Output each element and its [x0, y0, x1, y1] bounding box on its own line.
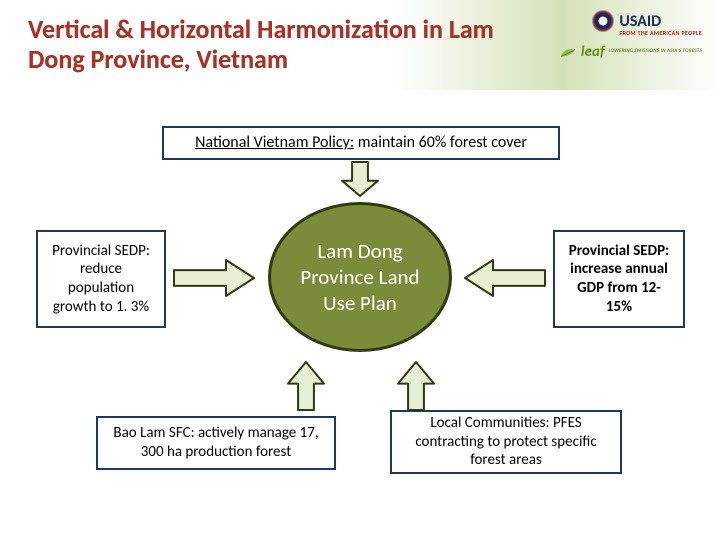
- arrow-top-to-center: [342, 162, 378, 196]
- arrow-bottomRight-to-center: [398, 362, 434, 410]
- node-sedp-population-text: Provincial SEDP: reduce population growt…: [48, 242, 154, 317]
- node-sedp-population: Provincial SEDP: reduce population growt…: [36, 230, 166, 328]
- leaf-text: leaf: [581, 43, 605, 61]
- node-national-policy: National Vietnam Policy: maintain 60% fo…: [162, 126, 560, 160]
- node-sedp-gdp-text: Provincial SEDP: increase annual GDP fro…: [565, 242, 673, 317]
- diagram-canvas: National Vietnam Policy: maintain 60% fo…: [0, 90, 720, 540]
- node-land-use-plan: Lam Dong Province Land Use Plan: [268, 202, 452, 352]
- node-national-policy-underline: National Vietnam Policy:: [195, 133, 354, 152]
- arrow-left-to-center: [174, 260, 254, 296]
- node-national-policy-rest: maintain 60% forest cover: [354, 133, 527, 152]
- usaid-seal-icon: [592, 10, 614, 32]
- usaid-logo: USAID FROM THE AMERICAN PEOPLE: [592, 10, 702, 37]
- node-local-communities: Local Communities: PFES contracting to p…: [390, 410, 622, 474]
- header: Vertical & Horizontal Harmonization in L…: [0, 0, 720, 90]
- arrow-bottomLeft-to-center: [288, 362, 324, 410]
- leaf-subtext: LOWERING EMISSIONS IN ASIA'S FORESTS: [609, 49, 702, 55]
- node-sedp-gdp: Provincial SEDP: increase annual GDP fro…: [553, 230, 685, 328]
- node-bao-lam-sfc-text: Bao Lam SFC: actively manage 17, 300 ha …: [108, 424, 324, 462]
- logo-group: USAID FROM THE AMERICAN PEOPLE leaf LOWE…: [559, 10, 702, 61]
- leaf-icon: [559, 45, 577, 59]
- usaid-subtext: FROM THE AMERICAN PEOPLE: [619, 29, 702, 37]
- node-local-communities-text: Local Communities: PFES contracting to p…: [402, 414, 610, 470]
- page-title: Vertical & Horizontal Harmonization in L…: [28, 15, 528, 75]
- usaid-text: USAID: [619, 12, 661, 31]
- node-bao-lam-sfc: Bao Lam SFC: actively manage 17, 300 ha …: [96, 416, 336, 470]
- node-land-use-plan-text: Lam Dong Province Land Use Plan: [293, 238, 427, 317]
- leaf-logo: leaf LOWERING EMISSIONS IN ASIA'S FOREST…: [559, 43, 702, 61]
- arrow-right-to-center: [465, 260, 545, 296]
